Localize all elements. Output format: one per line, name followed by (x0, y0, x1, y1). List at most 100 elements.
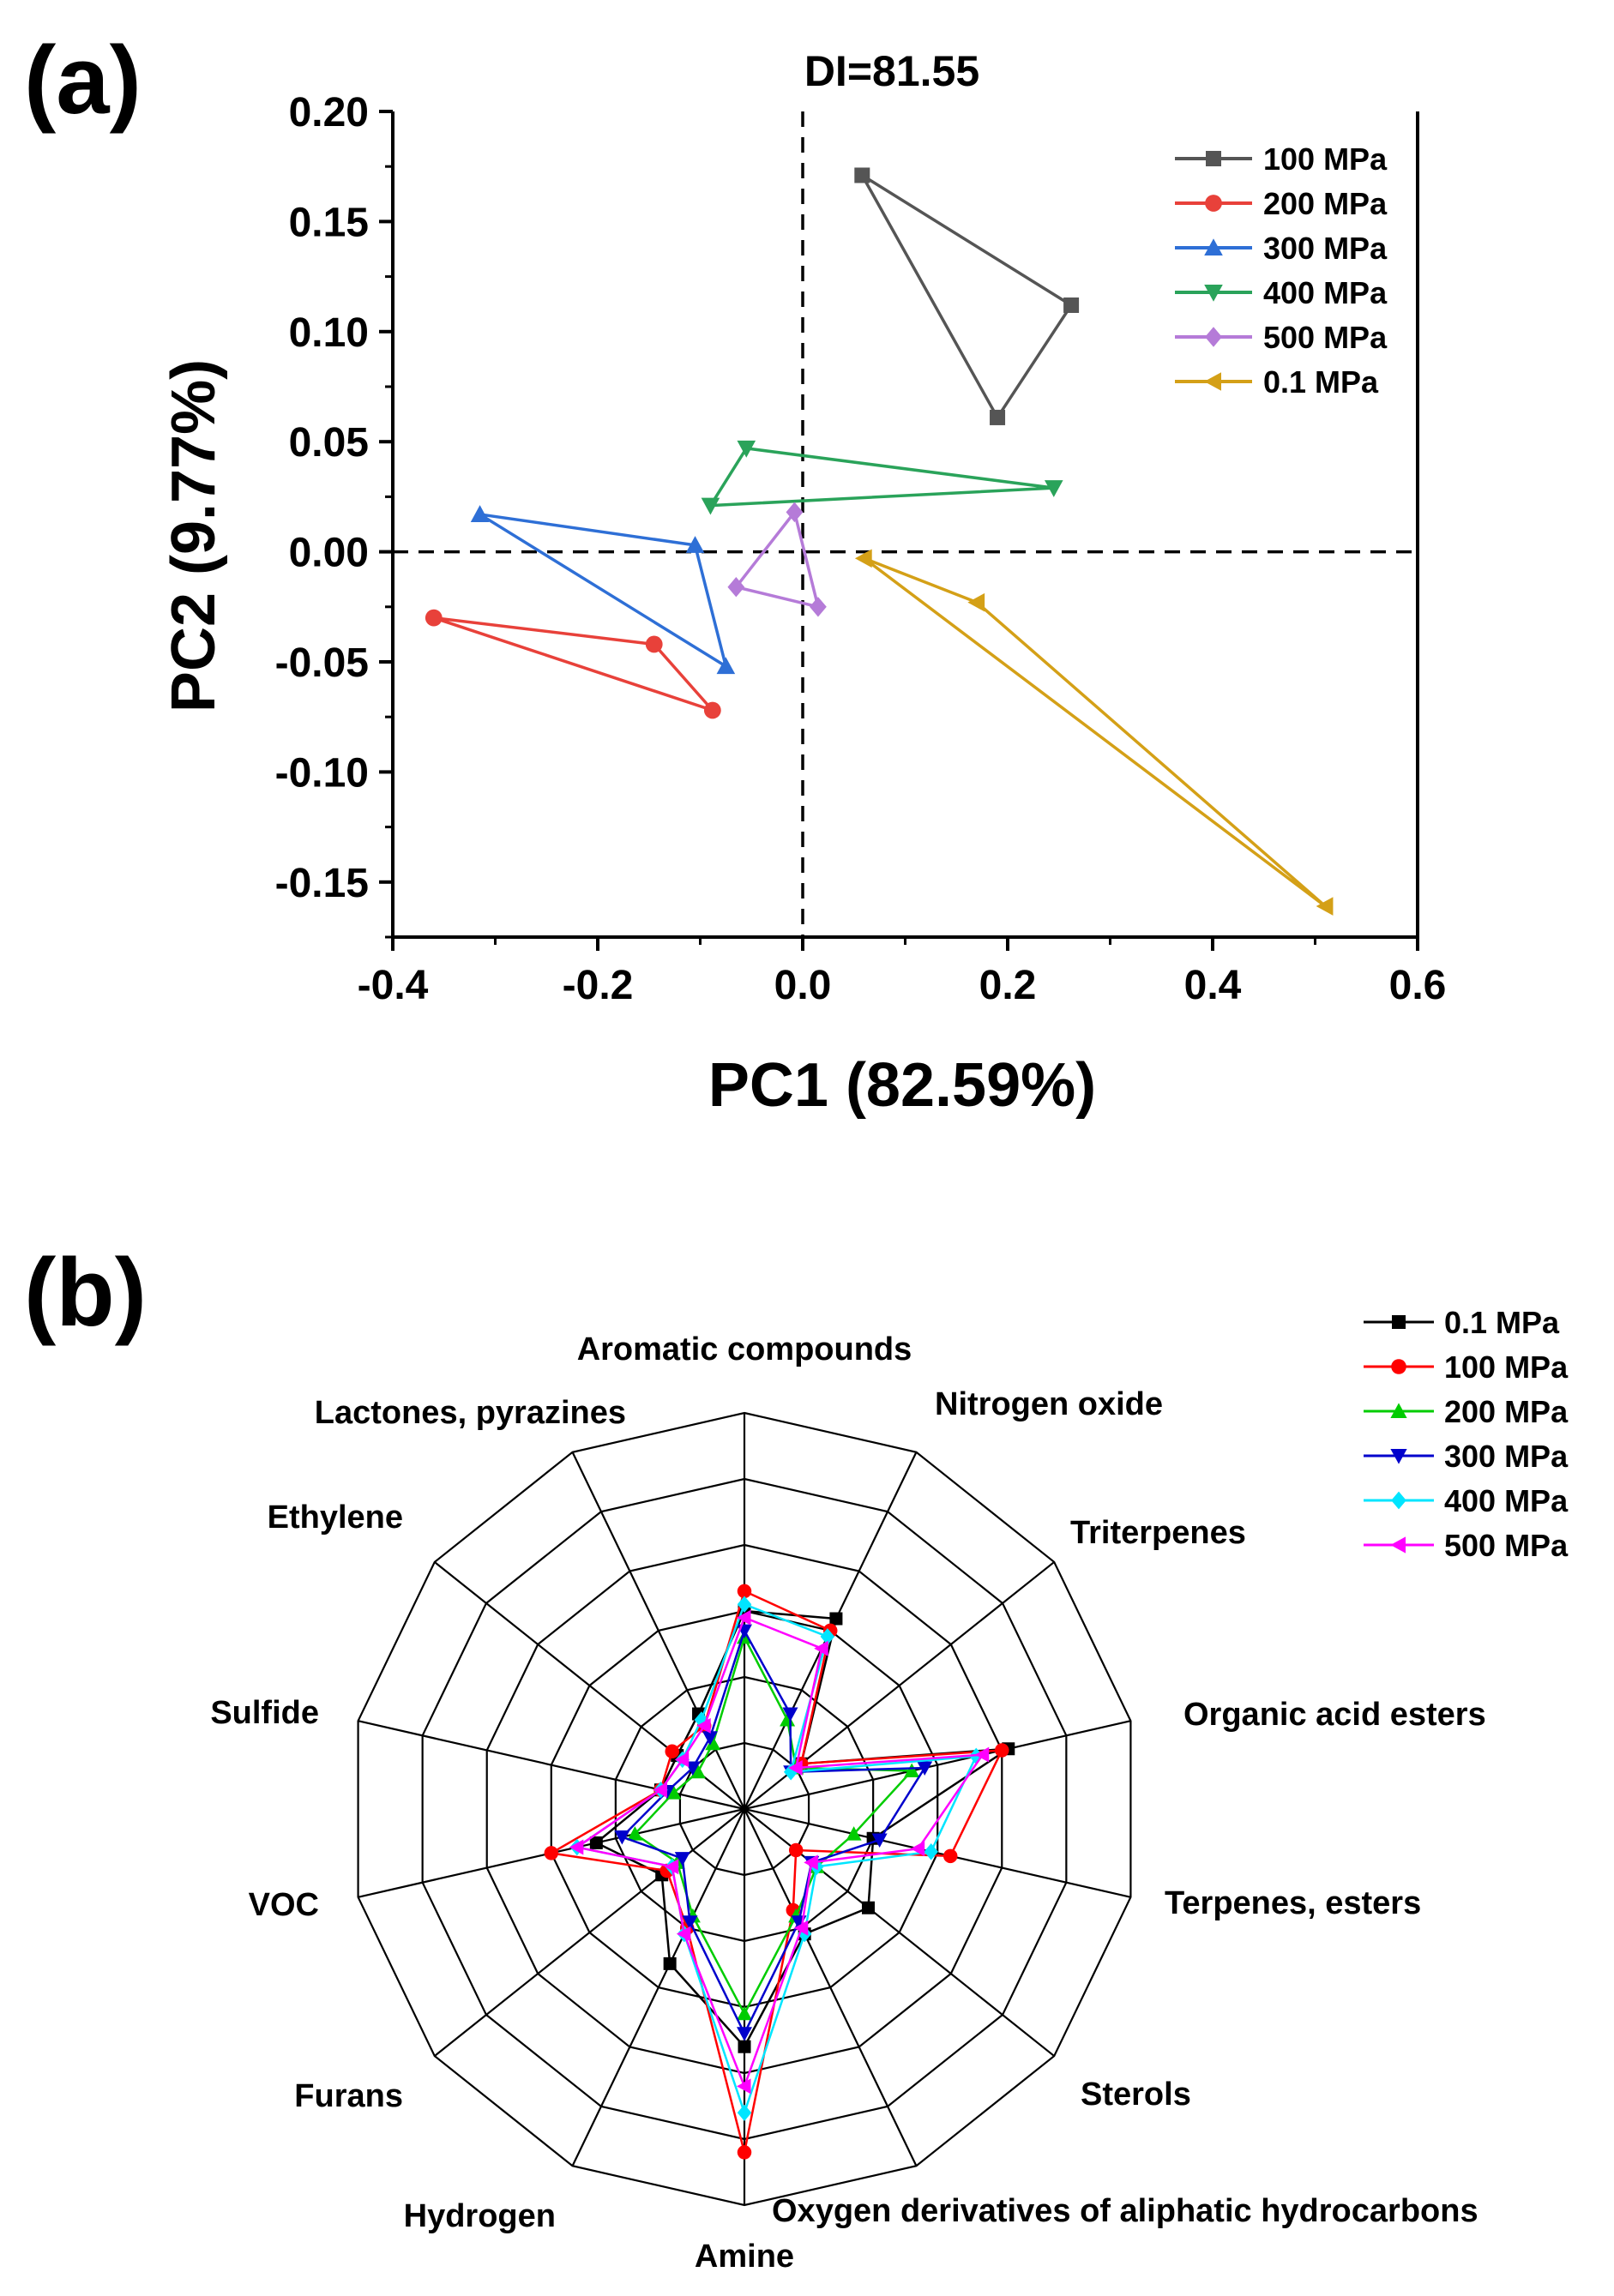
radar-point (793, 1920, 809, 1936)
radar-point (788, 1842, 804, 1858)
radar-spoke (434, 1808, 745, 2057)
data-point (990, 409, 1006, 425)
legend-label: 200 MPa (1444, 1394, 1569, 1429)
radar-category-label: Hydrogen (404, 2198, 556, 2234)
radar-point (943, 1848, 958, 1864)
radar-category-label: VOC (249, 1887, 319, 1923)
y-tick-label: 0.00 (289, 531, 369, 576)
panel-label-b: (b) (24, 1239, 147, 1346)
data-point (701, 497, 720, 515)
legend-label: 300 MPa (1263, 231, 1388, 266)
radar-point (995, 1743, 1009, 1758)
data-point (810, 597, 827, 617)
x-tick-label: -0.2 (563, 963, 634, 1008)
radar-point (702, 1731, 718, 1746)
radar-outline (633, 1634, 914, 2017)
radar-series (544, 1584, 1015, 2160)
series-100-mpa (854, 167, 1080, 425)
radar-spoke (744, 1808, 918, 2167)
data-point (470, 505, 490, 522)
radar-point (737, 1609, 751, 1626)
legend-label: 500 MPa (1263, 320, 1388, 355)
radar-point (665, 1785, 682, 1800)
y-axis-title: PC2 (9.77%) (160, 359, 228, 712)
pca-axes: -0.4 -0.2 0.0 0.2 0.4 0.6 0.20 0.15 0.10 0.05 0.00… (275, 90, 1447, 1008)
pca-series (425, 167, 1334, 916)
data-point (854, 549, 872, 568)
pca-chart: DI=81.55 -0.4 -0.2 0.0 0.2 0.4 0.6 0.20 0.15 0.1… (160, 47, 1446, 1120)
radar-point (738, 2040, 751, 2053)
y-tick-label: -0.10 (275, 750, 369, 796)
x-axis-title: PC1 (82.59%) (708, 1051, 1096, 1120)
legend-marker (1204, 372, 1221, 391)
legend-marker (1204, 285, 1223, 302)
radar-point (782, 1707, 798, 1722)
legend-marker (1391, 1359, 1406, 1374)
legend-marker (1205, 327, 1222, 347)
radar-point (804, 1854, 818, 1871)
chart-title: DI=81.55 (804, 47, 979, 95)
legend-label: 300 MPa (1444, 1439, 1569, 1474)
y-tick-label: 0.10 (289, 310, 369, 356)
radar-spoke (744, 1807, 1131, 1898)
radar-point (663, 1956, 677, 1970)
y-tick-label: 0.20 (289, 90, 369, 135)
data-point (425, 609, 443, 627)
radar-spoke (571, 1808, 745, 2167)
x-tick-label: -0.4 (358, 963, 429, 1008)
radar-point (737, 1596, 752, 1614)
radar-point (705, 1735, 721, 1751)
radar-point (788, 1759, 803, 1776)
data-point (703, 701, 721, 719)
legend-marker (1391, 1491, 1406, 1510)
radar-point (737, 2078, 751, 2095)
radar-point (861, 1901, 875, 1914)
series-outline (734, 510, 820, 609)
radar-category-label: Sulfide (210, 1695, 319, 1731)
radar-point (544, 1846, 559, 1860)
radar-category-label: Amine (695, 2239, 794, 2275)
radar-point (674, 1852, 690, 1866)
radar-category-label: Organic acid esters (1183, 1697, 1486, 1733)
radar-point (690, 1764, 706, 1779)
series-400-mpa (701, 440, 1063, 515)
radar-category-label: Aromatic compounds (577, 1331, 912, 1367)
y-tick-label: 0.15 (289, 200, 369, 245)
series-outline (478, 513, 728, 668)
radar-category-label: Terpenes, esters (1165, 1885, 1421, 1921)
radar-point (829, 1612, 843, 1626)
radar-point (682, 1915, 698, 1930)
radar-point (737, 2104, 752, 2121)
radar-category-label: Furans (294, 2078, 403, 2114)
data-point (1063, 297, 1080, 313)
series-500-mpa (727, 502, 827, 617)
radar-point (814, 1640, 828, 1656)
radar-category-label: Ethylene (268, 1500, 403, 1536)
series-outline (432, 616, 714, 712)
radar-spoke (571, 1452, 745, 1810)
legend-label: 100 MPa (1263, 141, 1388, 177)
radar-point (737, 2005, 752, 2021)
x-tick-label: 0.0 (774, 963, 832, 1008)
radar-point (684, 1761, 701, 1776)
data-point (1316, 897, 1334, 916)
radar-chart: Aromatic compounds Nitrogen oxide Triterpe… (210, 1305, 1569, 2275)
radar-point (737, 2145, 752, 2160)
radar-spoke (744, 1720, 1131, 1811)
data-point (645, 635, 663, 653)
series-outline (860, 173, 1073, 419)
radar-point (589, 1836, 603, 1849)
series-outline (862, 556, 1328, 908)
legend-label: 400 MPa (1444, 1483, 1569, 1518)
data-point (737, 440, 756, 458)
data-point (854, 167, 870, 183)
radar-point (910, 1841, 925, 1857)
legend-marker (1390, 1403, 1407, 1418)
legend-label: 0.1 MPa (1444, 1305, 1560, 1340)
legend-marker (1390, 1449, 1407, 1464)
data-point (685, 536, 705, 553)
legend-label: 400 MPa (1263, 275, 1388, 310)
series-0.1-mpa (854, 549, 1334, 916)
radar-point (653, 1782, 667, 1798)
